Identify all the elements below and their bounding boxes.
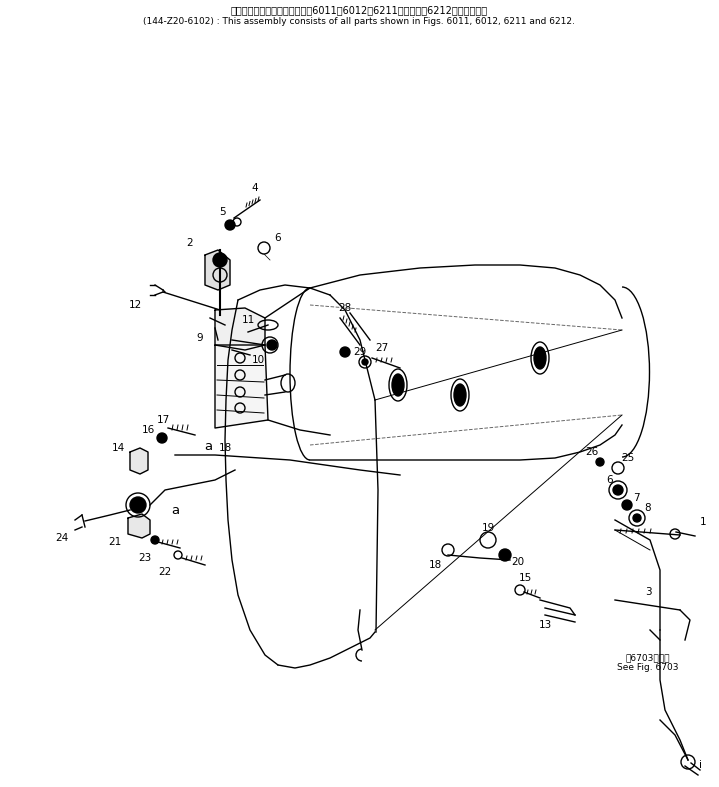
Text: 28: 28 <box>339 303 352 313</box>
Circle shape <box>130 497 146 513</box>
Polygon shape <box>130 448 148 474</box>
Polygon shape <box>215 345 268 428</box>
Text: 18: 18 <box>429 560 441 570</box>
Text: 16: 16 <box>142 425 155 435</box>
Text: 1: 1 <box>700 517 706 527</box>
Circle shape <box>340 347 350 357</box>
Text: 5: 5 <box>219 207 225 217</box>
Text: 第6703図参照: 第6703図参照 <box>626 653 670 663</box>
Ellipse shape <box>454 384 466 406</box>
Text: 19: 19 <box>482 523 495 533</box>
Circle shape <box>157 433 167 443</box>
Text: 27: 27 <box>375 343 389 353</box>
Text: 2: 2 <box>187 238 193 248</box>
Text: 24: 24 <box>55 533 68 543</box>
Circle shape <box>362 359 368 365</box>
Text: 17: 17 <box>156 415 170 425</box>
Text: 20: 20 <box>511 557 525 567</box>
Text: 29: 29 <box>353 347 367 357</box>
Text: 9: 9 <box>197 333 203 343</box>
Polygon shape <box>128 514 150 538</box>
Text: 6: 6 <box>607 475 613 485</box>
Text: 11: 11 <box>242 315 255 325</box>
Circle shape <box>225 220 235 230</box>
Text: 6: 6 <box>275 233 281 243</box>
Text: i: i <box>698 760 702 770</box>
Text: 23: 23 <box>138 553 152 563</box>
Text: 12: 12 <box>129 300 142 310</box>
Text: (144-Z20-6102) : This assembly consists of all parts shown in Figs. 6011, 6012, : (144-Z20-6102) : This assembly consists … <box>143 17 575 27</box>
Text: a: a <box>171 504 179 516</box>
Text: 22: 22 <box>158 567 172 577</box>
Circle shape <box>613 485 623 495</box>
Text: 3: 3 <box>645 587 651 597</box>
Polygon shape <box>205 250 230 290</box>
Text: 14: 14 <box>111 443 124 453</box>
Text: 4: 4 <box>252 183 258 193</box>
Text: 7: 7 <box>633 493 639 503</box>
Circle shape <box>596 458 604 466</box>
Ellipse shape <box>392 374 404 396</box>
Circle shape <box>267 340 277 350</box>
Circle shape <box>499 549 511 561</box>
Text: 18: 18 <box>219 443 232 453</box>
Circle shape <box>213 253 227 267</box>
Text: 21: 21 <box>109 537 122 547</box>
Text: 15: 15 <box>518 573 531 583</box>
Text: 13: 13 <box>539 620 551 630</box>
Circle shape <box>151 536 159 544</box>
Text: 8: 8 <box>645 503 651 513</box>
Text: 10: 10 <box>252 355 265 365</box>
Text: 26: 26 <box>585 447 599 457</box>
Text: a: a <box>204 441 212 453</box>
Text: このアセンブリの構成部品は第6011、6012、6211図および第6212図を含みます: このアセンブリの構成部品は第6011、6012、6211図および第6212図を含… <box>230 5 487 15</box>
Text: See Fig. 6703: See Fig. 6703 <box>617 663 679 673</box>
Circle shape <box>633 514 641 522</box>
Polygon shape <box>215 308 265 350</box>
Ellipse shape <box>534 347 546 369</box>
Circle shape <box>622 500 632 510</box>
Text: 25: 25 <box>621 453 635 463</box>
